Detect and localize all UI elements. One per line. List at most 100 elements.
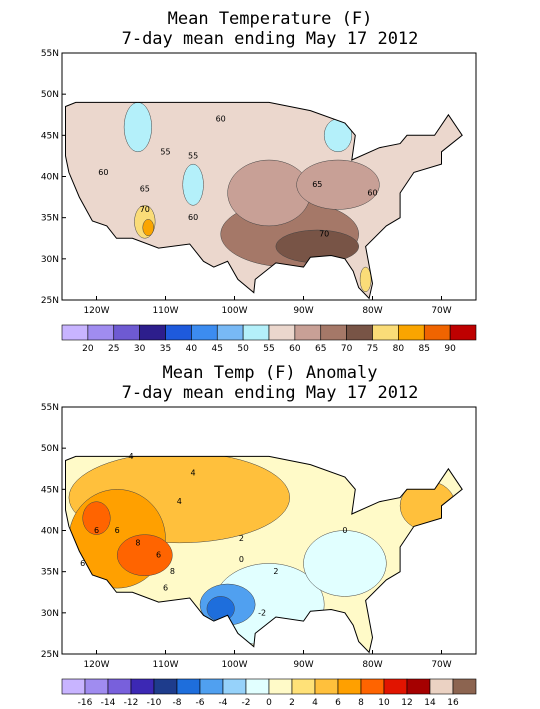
- colorbar-label: 75: [367, 344, 378, 354]
- colorbar-box: [337, 678, 362, 695]
- lon-label: 70W: [431, 660, 451, 670]
- contour-label: 65: [312, 180, 322, 189]
- colorbar-label: 16: [447, 698, 459, 708]
- colorbar-box: [153, 678, 178, 695]
- colorbar-box: [242, 324, 270, 341]
- colorbar-label: 25: [108, 344, 119, 354]
- contour-label: 4: [191, 468, 196, 477]
- colorbar-label: 45: [212, 344, 223, 354]
- colorbar-box: [176, 678, 201, 695]
- colorbar-label: 80: [393, 344, 405, 354]
- map-title: Mean Temp (F) Anomaly: [163, 363, 378, 383]
- map-title: Mean Temperature (F): [168, 9, 373, 29]
- contour-label: 2: [239, 534, 244, 543]
- contour-label: 70: [140, 205, 150, 214]
- colorbar-label: -4: [219, 698, 228, 708]
- colorbar-box: [346, 324, 373, 341]
- colorbar-box: [398, 324, 425, 341]
- colorbar-label: 40: [186, 344, 198, 354]
- contour-label: 60: [98, 168, 108, 177]
- lon-label: 110W: [152, 306, 178, 316]
- colorbar-label: 4: [312, 698, 318, 708]
- colorbar-box: [452, 678, 477, 695]
- colorbar-label: 2: [289, 698, 295, 708]
- colorbar-label: 14: [424, 698, 436, 708]
- colorbar-box: [165, 324, 192, 341]
- contour-label: 6: [94, 526, 99, 535]
- coastline: [65, 101, 463, 300]
- lat-label: 25N: [41, 650, 59, 660]
- field-region: [206, 596, 235, 622]
- colorbar-box: [372, 324, 399, 341]
- colorbar-label: 50: [237, 344, 249, 354]
- colorbar-box: [320, 324, 347, 341]
- contour-label: 55: [160, 147, 170, 156]
- contour-label: 0: [342, 526, 347, 535]
- contour-label: 4: [128, 452, 133, 461]
- contour-label: 65: [140, 184, 150, 193]
- colorbar-box: [245, 678, 270, 695]
- colorbar-box: [216, 324, 244, 341]
- colorbar-box: [406, 678, 431, 695]
- field-region: [142, 219, 155, 237]
- contour-label: -2: [258, 608, 266, 617]
- contour-label: 6: [80, 559, 85, 568]
- colorbar-box: [107, 678, 132, 695]
- colorbar-label: 20: [82, 344, 94, 354]
- contour-label: 6: [115, 526, 120, 535]
- colorbar-box: [199, 678, 224, 695]
- contour-label: 6: [156, 551, 161, 560]
- colorbar-label: 0: [266, 698, 272, 708]
- lon-label: 100W: [221, 306, 247, 316]
- lon-label: 80W: [362, 660, 382, 670]
- colorbar-label: 10: [378, 698, 390, 708]
- contour-label: 8: [170, 567, 175, 576]
- colorbar-box: [222, 678, 247, 695]
- colorbar-label: -12: [124, 698, 139, 708]
- lat-label: 35N: [41, 214, 59, 224]
- contour-label: 0: [239, 555, 244, 564]
- colorbar-label: 6: [335, 698, 341, 708]
- colorbar-label: 90: [444, 344, 456, 354]
- lat-label: 45N: [41, 485, 59, 495]
- lat-label: 50N: [41, 90, 59, 100]
- colorbar-box: [139, 324, 166, 341]
- contour-label: 4: [177, 497, 182, 506]
- map: [62, 53, 476, 300]
- lon-label: 90W: [293, 660, 313, 670]
- colorbar-box: [87, 324, 115, 341]
- field-region: [296, 159, 380, 210]
- contour-label: 60: [216, 114, 226, 123]
- field-region: [303, 530, 387, 597]
- contour-label: 55: [188, 151, 198, 160]
- map-title: 7-day mean ending May 17 2012: [122, 29, 419, 49]
- colorbar-label: 35: [160, 344, 171, 354]
- colorbar-box: [314, 678, 339, 695]
- colorbar-label: -8: [173, 698, 182, 708]
- colorbar-label: 8: [358, 698, 364, 708]
- colorbar-box: [449, 324, 477, 341]
- lat-label: 55N: [41, 403, 59, 413]
- lon-label: 70W: [431, 306, 451, 316]
- field-region: [182, 163, 204, 206]
- lon-label: 110W: [152, 660, 178, 670]
- colorbar-box: [268, 324, 296, 341]
- coastline: [65, 455, 463, 654]
- field-region: [82, 501, 111, 535]
- map-title: 7-day mean ending May 17 2012: [122, 383, 419, 403]
- lon-label: 100W: [221, 660, 247, 670]
- colorbar-box: [84, 678, 109, 695]
- colorbar-box: [113, 324, 140, 341]
- colorbar-box: [191, 324, 218, 341]
- lat-label: 45N: [41, 131, 59, 141]
- colorbar-box: [61, 678, 86, 695]
- colorbar-label: 60: [289, 344, 301, 354]
- field: [65, 456, 463, 653]
- colorbar-label: 85: [419, 344, 430, 354]
- colorbar-box: [383, 678, 408, 695]
- colorbar-box: [268, 678, 293, 695]
- lon-label: 90W: [293, 306, 313, 316]
- lon-label: 120W: [83, 306, 109, 316]
- lat-label: 40N: [41, 173, 59, 183]
